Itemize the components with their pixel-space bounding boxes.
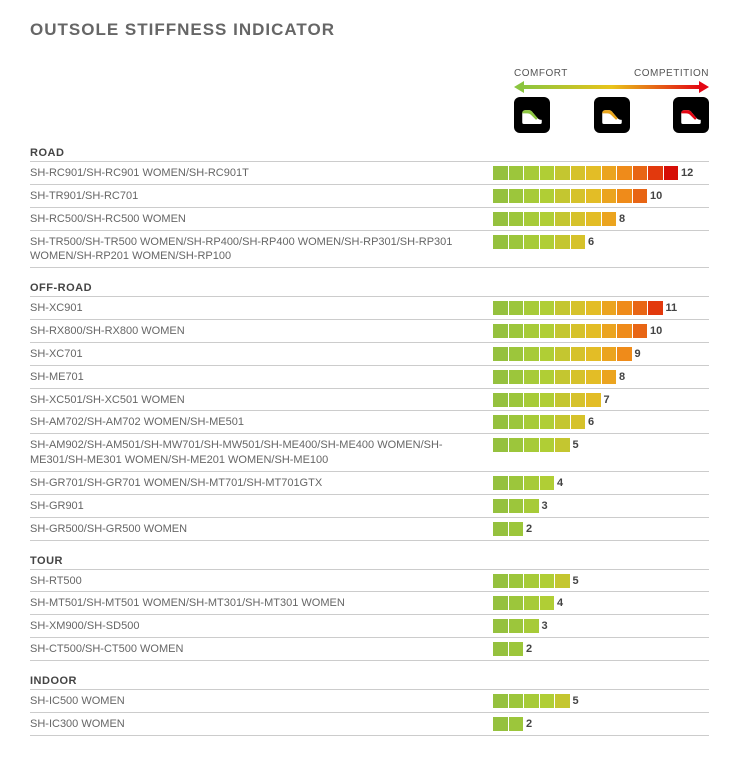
product-label: SH-RC500/SH-RC500 WOMEN [30,211,493,227]
stiffness-bar [493,189,647,203]
table-row: SH-IC500 WOMEN 5 [30,689,709,712]
table-row: SH-GR901 3 [30,494,709,517]
stiffness-bar [493,596,554,610]
stiffness-value: 11 [666,302,678,314]
stiffness-bar [493,574,570,588]
stiffness-value: 4 [557,477,563,489]
product-label: SH-CT500/SH-CT500 WOMEN [30,641,493,657]
product-label: SH-AM902/SH-AM501/SH-MW701/SH-MW501/SH-M… [30,437,493,468]
stiffness-value: 6 [588,236,594,248]
category-heading: OFF-ROAD [30,282,709,294]
table-row: SH-MT501/SH-MT501 WOMEN/SH-MT301/SH-MT30… [30,591,709,614]
product-label: SH-MT501/SH-MT501 WOMEN/SH-MT301/SH-MT30… [30,595,493,611]
stiffness-bar [493,393,601,407]
category-heading: ROAD [30,147,709,159]
table-row: SH-RC500/SH-RC500 WOMEN 8 [30,207,709,230]
product-label: SH-XC901 [30,300,493,316]
table-row: SH-RC901/SH-RC901 WOMEN/SH-RC901T 12 [30,161,709,184]
stiffness-value: 5 [573,695,579,707]
table-row: SH-AM702/SH-AM702 WOMEN/SH-ME501 6 [30,410,709,433]
product-label: SH-RT500 [30,573,493,589]
stiffness-value: 3 [542,500,548,512]
product-label: SH-GR500/SH-GR500 WOMEN [30,521,493,537]
stiffness-value: 2 [526,643,532,655]
table-row: SH-RX800/SH-RX800 WOMEN 10 [30,319,709,342]
stiffness-bar [493,476,554,490]
stiffness-bar [493,642,523,656]
stiffness-bar [493,438,570,452]
table-row: SH-XC901 11 [30,296,709,319]
stiffness-bar [493,301,663,315]
product-label: SH-XM900/SH-SD500 [30,618,493,634]
stiffness-value: 4 [557,597,563,609]
stiffness-value: 6 [588,416,594,428]
stiffness-bar [493,619,539,633]
table-row: SH-CT500/SH-CT500 WOMEN 2 [30,637,709,661]
scale-gradient-arrow [514,81,709,93]
stiffness-value: 10 [650,325,662,337]
stiffness-bar [493,166,678,180]
table-row: SH-XC701 9 [30,342,709,365]
product-label: SH-RC901/SH-RC901 WOMEN/SH-RC901T [30,165,493,181]
page-title: OUTSOLE STIFFNESS INDICATOR [30,20,709,40]
table-row: SH-IC300 WOMEN 2 [30,712,709,736]
stiffness-value: 5 [573,439,579,451]
scale-label-competition: COMPETITION [634,68,709,79]
stiffness-value: 7 [604,394,610,406]
product-label: SH-IC300 WOMEN [30,716,493,732]
stiffness-bar [493,415,585,429]
stiffness-bar [493,522,523,536]
product-label: SH-AM702/SH-AM702 WOMEN/SH-ME501 [30,414,493,430]
stiffness-bar [493,499,539,513]
product-label: SH-ME701 [30,369,493,385]
stiffness-value: 5 [573,575,579,587]
product-label: SH-XC701 [30,346,493,362]
stiffness-bar [493,324,647,338]
category-heading: INDOOR [30,675,709,687]
stiffness-value: 8 [619,213,625,225]
scale-label-comfort: COMFORT [514,68,568,79]
stiffness-value: 9 [635,348,641,360]
table-row: SH-TR901/SH-RC701 10 [30,184,709,207]
stiffness-value: 2 [526,718,532,730]
table-row: SH-GR701/SH-GR701 WOMEN/SH-MT701/SH-MT70… [30,471,709,494]
table-row: SH-XM900/SH-SD500 3 [30,614,709,637]
product-label: SH-GR901 [30,498,493,514]
shoe-icon-comfort [514,97,550,133]
product-label: SH-XC501/SH-XC501 WOMEN [30,392,493,408]
stiffness-value: 10 [650,190,662,202]
stiffness-bar [493,235,585,249]
table-row: SH-RT500 5 [30,569,709,592]
stiffness-value: 12 [681,167,693,179]
product-label: SH-TR500/SH-TR500 WOMEN/SH-RP400/SH-RP40… [30,234,493,265]
stiffness-bar [493,347,632,361]
stiffness-value: 8 [619,371,625,383]
category-heading: TOUR [30,555,709,567]
stiffness-scale-header: COMFORT COMPETITION [30,68,709,133]
product-label: SH-TR901/SH-RC701 [30,188,493,204]
stiffness-value: 2 [526,523,532,535]
table-row: SH-TR500/SH-TR500 WOMEN/SH-RP400/SH-RP40… [30,230,709,269]
stiffness-bar [493,717,523,731]
table-row: SH-XC501/SH-XC501 WOMEN 7 [30,388,709,411]
table-row: SH-AM902/SH-AM501/SH-MW701/SH-MW501/SH-M… [30,433,709,471]
stiffness-bar [493,694,570,708]
product-label: SH-IC500 WOMEN [30,693,493,709]
table-row: SH-GR500/SH-GR500 WOMEN 2 [30,517,709,541]
stiffness-bar [493,212,616,226]
stiffness-bar [493,370,616,384]
stiffness-value: 3 [542,620,548,632]
shoe-icon-competition [673,97,709,133]
table-row: SH-ME701 8 [30,365,709,388]
product-label: SH-RX800/SH-RX800 WOMEN [30,323,493,339]
product-label: SH-GR701/SH-GR701 WOMEN/SH-MT701/SH-MT70… [30,475,493,491]
shoe-icon-mid [594,97,630,133]
